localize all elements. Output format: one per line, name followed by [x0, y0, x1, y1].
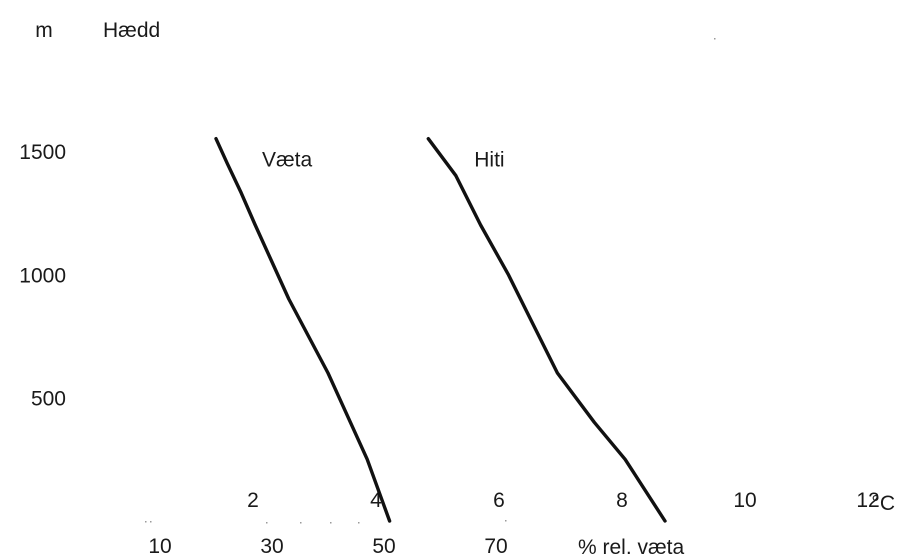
humidity-tick-label: 70	[484, 535, 507, 556]
speck	[300, 522, 302, 524]
temperature-tick-labels: 2 4 6 8 10 12	[247, 489, 880, 512]
series-label: Væta	[262, 149, 313, 172]
y-tick-label: 1500	[19, 141, 66, 164]
temperature-tick-label: 8	[616, 489, 628, 512]
humidity-unit-label: % rel. væta	[578, 536, 685, 556]
humidity-tick-label: 10	[148, 535, 171, 556]
temperature-tick-label: 2	[247, 489, 259, 512]
speck	[145, 521, 147, 523]
series-layer: Væta Hiti	[214, 136, 667, 523]
humidity-tick-label: 30	[260, 535, 283, 556]
series-line-væta	[214, 136, 392, 523]
humidity-tick-labels: 10 30 50 70	[148, 535, 507, 556]
temperature-tick-label: 12	[856, 489, 879, 512]
y-tick-labels: 500 1000 1500	[19, 141, 66, 411]
temperature-tick-label: 6	[493, 489, 505, 512]
scan-specks	[145, 38, 716, 524]
y-unit-label: m	[35, 19, 53, 42]
y-axis-title: Hædd	[103, 19, 160, 42]
humidity-tick-label: 50	[372, 535, 395, 556]
speck	[714, 38, 716, 40]
speck	[150, 521, 152, 523]
temperature-unit-label: °C	[871, 492, 895, 515]
series-label: Hiti	[474, 149, 504, 172]
y-axis-header: m Hædd	[35, 19, 160, 42]
y-tick-label: 1000	[19, 264, 66, 287]
temperature-tick-label: 10	[733, 489, 756, 512]
series-line-hiti	[426, 136, 667, 523]
y-tick-label: 500	[31, 388, 66, 411]
speck	[330, 522, 332, 524]
speck	[358, 522, 360, 524]
speck	[266, 522, 268, 524]
speck	[505, 520, 507, 522]
